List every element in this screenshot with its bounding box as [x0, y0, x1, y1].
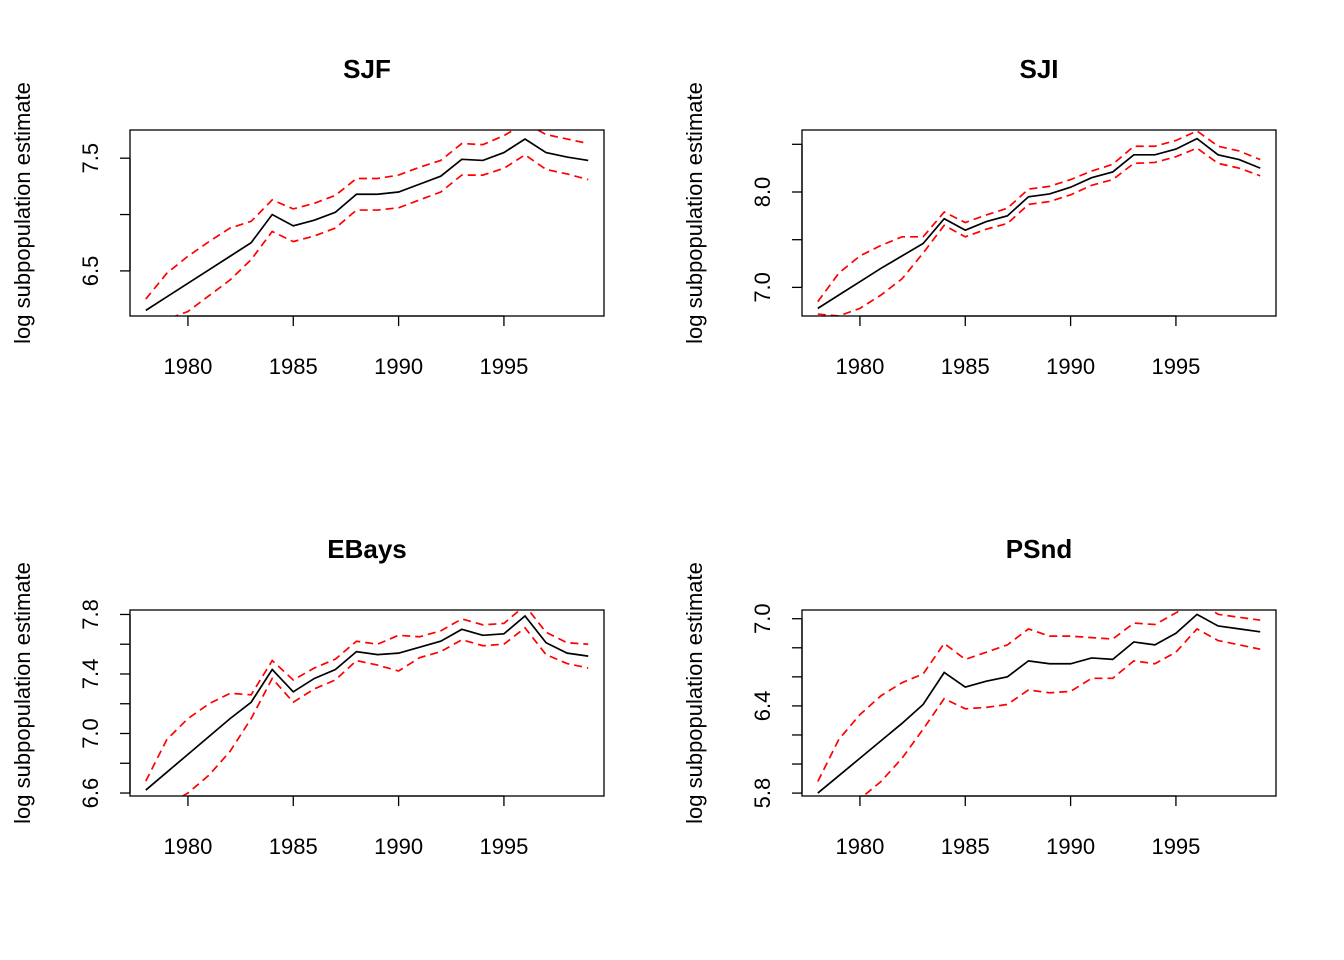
y-tick-label: 7.0: [750, 272, 775, 303]
plot-title: SJI: [1019, 54, 1058, 84]
series-line-estimate: [817, 613, 1261, 794]
plot-frame: [129, 129, 605, 317]
y-tick-label: 7.5: [78, 143, 103, 174]
panel-ebays: EBays log subpopulation estimate 1980 1985 1…: [10, 534, 605, 859]
y-axis-label: log subpopulation estimate: [682, 82, 707, 344]
y-tick-label: 7.0: [78, 718, 103, 749]
series-line-estimate: [145, 614, 589, 791]
series-line-lower: [180, 626, 589, 796]
series-line-upper: [145, 130, 589, 300]
y-tick-label: 8.0: [750, 177, 775, 208]
series-line-lower: [817, 147, 1261, 316]
x-tick-label: 1990: [374, 354, 423, 379]
series-line-estimate: [817, 137, 1261, 310]
y-axis-label: log subpopulation estimate: [10, 562, 35, 824]
y-tick-label: 6.5: [78, 256, 103, 287]
x-tick-label: 1985: [941, 354, 990, 379]
panel-sji: SJI log subpopulation estimate 1980 1985 199…: [682, 54, 1277, 379]
y-axis-label: log subpopulation estimate: [682, 562, 707, 824]
x-tick-label: 1995: [479, 834, 528, 859]
series-line-estimate: [145, 138, 589, 312]
x-tick-label: 1980: [163, 354, 212, 379]
x-tick-label: 1995: [1151, 354, 1200, 379]
y-tick-label: 7.0: [750, 603, 775, 634]
y-tick-label: 7.8: [78, 599, 103, 630]
y-axis-label: log subpopulation estimate: [10, 82, 35, 344]
x-tick-label: 1995: [1151, 834, 1200, 859]
series-line-lower: [862, 627, 1261, 796]
panel-sjf: SJF log subpopulation estimate 1980 1985 199…: [10, 54, 605, 379]
x-tick-label: 1985: [941, 834, 990, 859]
x-tick-label: 1990: [374, 834, 423, 859]
series-line-upper: [817, 130, 1261, 303]
x-tick-label: 1980: [163, 834, 212, 859]
y-tick-label: 6.4: [750, 691, 775, 722]
x-tick-label: 1995: [479, 354, 528, 379]
y-tick-label: 6.6: [78, 778, 103, 809]
x-tick-label: 1985: [269, 354, 318, 379]
y-tick-label: 7.4: [78, 659, 103, 690]
x-tick-label: 1985: [269, 834, 318, 859]
plot-frame: [801, 129, 1277, 317]
plot-title: SJF: [343, 54, 391, 84]
x-tick-label: 1980: [835, 354, 884, 379]
x-tick-label: 1990: [1046, 834, 1095, 859]
series-line-upper: [145, 610, 589, 782]
x-tick-label: 1990: [1046, 354, 1095, 379]
panel-psnd: PSnd log subpopulation estimate 1980 1985 19…: [682, 534, 1277, 859]
plot-title: PSnd: [1006, 534, 1072, 564]
x-tick-label: 1980: [835, 834, 884, 859]
y-tick-label: 5.8: [750, 778, 775, 809]
plot-title: EBays: [327, 534, 407, 564]
series-line-upper: [817, 610, 1261, 782]
series-line-lower: [173, 153, 589, 316]
